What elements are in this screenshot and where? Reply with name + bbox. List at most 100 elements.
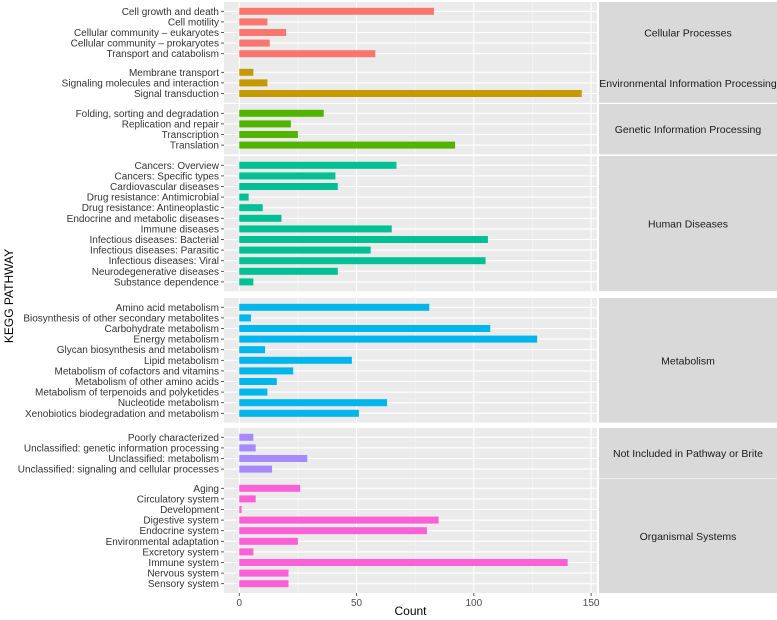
- bar-infectious-diseases-bacterial: [239, 236, 488, 243]
- category-label: Biosynthesis of other secondary metaboli…: [23, 313, 219, 324]
- category-label: Drug resistance: Antineoplastic: [82, 203, 219, 214]
- bar-aging: [239, 484, 301, 492]
- bar-membrane-transport: [239, 68, 254, 76]
- bar-metabolism-of-other-amino-acids: [239, 378, 277, 385]
- category-label: Poorly characterized: [128, 433, 219, 444]
- bar-development: [239, 506, 242, 513]
- bar-energy-metabolism: [239, 335, 538, 343]
- bar-cellular-community-prokaryotes: [239, 39, 270, 47]
- x-tick-label: 100: [465, 598, 482, 609]
- category-label: Cardiovascular diseases: [110, 182, 219, 193]
- bar-cell-growth-and-death: [239, 7, 434, 15]
- category-label: Sensory system: [148, 579, 219, 590]
- facet-label-metabolism: Metabolism: [661, 355, 715, 367]
- category-label: Cellular community – prokaryotes: [71, 39, 219, 50]
- category-label: Substance dependence: [114, 277, 220, 288]
- bar-cell-motility: [239, 18, 268, 26]
- bar-cardiovascular-diseases: [239, 183, 338, 190]
- category-label: Drug resistance: Antimicrobial: [87, 193, 219, 204]
- category-label: Cancers: Specific types: [115, 171, 220, 182]
- bar-lipid-metabolism: [239, 356, 352, 364]
- bar-unclassified-metabolism: [239, 455, 308, 462]
- category-label: Unclassified: signaling and cellular pro…: [18, 465, 219, 476]
- bar-transcription: [239, 131, 298, 138]
- category-label: Xenobiotics biodegradation and metabolis…: [25, 409, 219, 420]
- facet-strip-not-included-in-pathway-or-brite: [599, 428, 777, 479]
- bar-folding-sorting-and-degradation: [239, 109, 324, 117]
- x-axis-title: Count: [394, 604, 427, 618]
- category-label: Transport and catabolism: [107, 49, 219, 60]
- bar-excretory-system: [239, 548, 254, 556]
- category-label: Infectious diseases: Parasitic: [90, 246, 219, 257]
- facet-strip-human-diseases: [599, 156, 777, 292]
- bar-carbohydrate-metabolism: [239, 325, 491, 332]
- bar-amino-acid-metabolism: [239, 303, 430, 311]
- facet-strip-environmental-information-processing: [599, 63, 777, 103]
- category-label: Signal transduction: [134, 89, 219, 100]
- category-label: Folding, sorting and degradation: [76, 109, 219, 120]
- bar-glycan-biosynthesis-and-metabolism: [239, 346, 266, 354]
- category-label: Transcription: [162, 130, 219, 141]
- x-tick-label: 50: [351, 598, 363, 609]
- bar-xenobiotics-biodegradation-and-metabolism: [239, 409, 359, 417]
- bar-nervous-system: [239, 569, 289, 577]
- category-label: Immune system: [148, 558, 219, 569]
- category-label: Infectious diseases: Bacterial: [89, 235, 219, 246]
- bar-endocrine-system: [239, 527, 427, 535]
- category-label: Endocrine and metabolic diseases: [67, 214, 219, 225]
- category-label: Translation: [170, 141, 219, 152]
- category-label: Glycan biosynthesis and metabolism: [57, 345, 219, 356]
- bar-infectious-diseases-parasitic: [239, 246, 371, 254]
- category-label: Endocrine system: [140, 526, 219, 537]
- category-label: Lipid metabolism: [144, 356, 219, 367]
- category-label: Amino acid metabolism: [116, 303, 219, 314]
- bar-unclassified-genetic-information-processing: [239, 444, 256, 452]
- facet-label-human-diseases: Human Diseases: [648, 219, 728, 231]
- bar-drug-resistance-antimicrobial: [239, 193, 249, 201]
- bar-endocrine-and-metabolic-diseases: [239, 214, 282, 222]
- bar-neurodegenerative-diseases: [239, 267, 338, 275]
- bar-drug-resistance-antineoplastic: [239, 204, 263, 212]
- category-label: Unclassified: metabolism: [108, 454, 219, 465]
- bar-transport-and-catabolism: [239, 50, 376, 58]
- bar-translation: [239, 141, 456, 149]
- category-label: Cell growth and death: [122, 7, 219, 18]
- bar-metabolism-of-terpenoids-and-polyketides: [239, 388, 268, 396]
- bar-cellular-community-eukaryotes: [239, 29, 287, 36]
- facet-strip-metabolism: [599, 298, 777, 423]
- facet-label-environmental-information-processing: Environmental Information Processing: [599, 78, 777, 90]
- category-label: Cell motility: [168, 17, 219, 28]
- category-label: Signaling molecules and interaction: [62, 78, 219, 89]
- category-label: Carbohydrate metabolism: [105, 324, 220, 335]
- bar-poorly-characterized: [239, 433, 254, 441]
- bar-sensory-system: [239, 580, 289, 588]
- category-label: Unclassified: genetic information proces…: [24, 443, 219, 454]
- category-label: Infectious diseases: Viral: [109, 256, 219, 267]
- category-label: Circulatory system: [137, 494, 219, 505]
- bar-replication-and-repair: [239, 120, 291, 128]
- x-tick-label: 0: [236, 598, 242, 609]
- bar-environmental-adaptation: [239, 537, 298, 545]
- bar-infectious-diseases-viral: [239, 257, 486, 265]
- category-label: Neurodegenerative diseases: [92, 267, 219, 278]
- category-label: Environmental adaptation: [106, 537, 219, 548]
- bar-immune-system: [239, 559, 568, 566]
- bar-substance-dependence: [239, 278, 254, 286]
- bar-cancers-specific-types: [239, 172, 336, 180]
- category-label: Cellular community – eukaryotes: [74, 28, 219, 39]
- category-label: Metabolism of terpenoids and polyketides: [35, 388, 219, 399]
- category-label: Membrane transport: [129, 68, 219, 79]
- bar-circulatory-system: [239, 495, 256, 503]
- bar-cancers-overview: [239, 161, 397, 169]
- category-label: Metabolism of other amino acids: [75, 377, 219, 388]
- category-label: Cancers: Overview: [135, 161, 220, 172]
- category-label: Nervous system: [147, 569, 219, 580]
- category-label: Aging: [193, 484, 219, 495]
- bar-unclassified-signaling-and-cellular-processes: [239, 465, 273, 473]
- bar-signal-transduction: [239, 90, 582, 97]
- facet-strip-organismal-systems: [599, 479, 777, 593]
- facet-label-genetic-information-processing: Genetic Information Processing: [615, 124, 762, 136]
- category-label: Metabolism of cofactors and vitamins: [54, 366, 219, 377]
- facet-strip-genetic-information-processing: [599, 104, 777, 155]
